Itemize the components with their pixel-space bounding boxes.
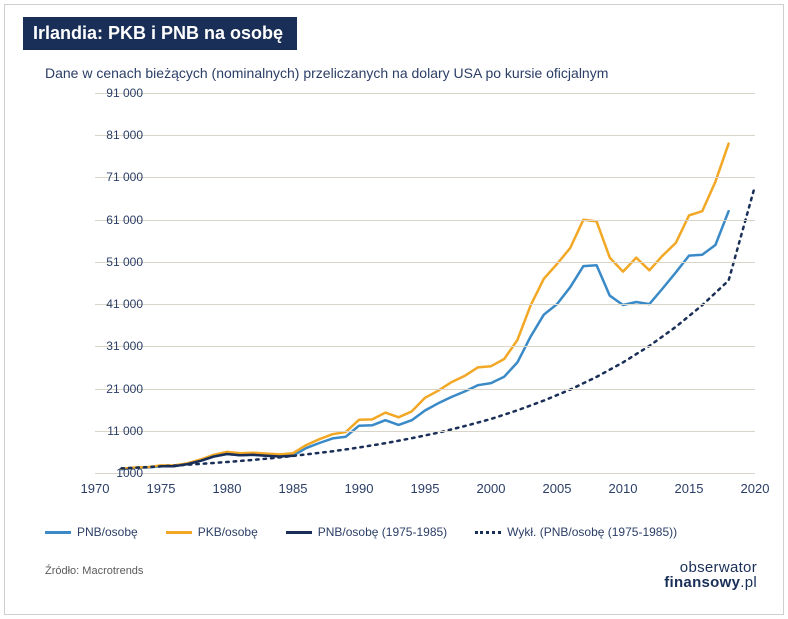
source-text: Źródło: Macrotrends [45, 565, 143, 577]
legend-label: PNB/osobę (1975-1985) [318, 525, 447, 539]
y-axis-label: 51 000 [83, 255, 143, 269]
grid-line [95, 220, 755, 221]
x-axis-label: 2015 [675, 481, 704, 496]
x-axis-label: 2010 [609, 481, 638, 496]
y-axis-label: 1000 [83, 466, 143, 480]
grid-line [95, 346, 755, 347]
x-axis-label: 1980 [213, 481, 242, 496]
x-axis-label: 2020 [741, 481, 770, 496]
y-axis-label: 81 000 [83, 128, 143, 142]
y-axis-label: 21 000 [83, 382, 143, 396]
x-axis-label: 1985 [279, 481, 308, 496]
legend-swatch [166, 531, 192, 534]
grid-line [95, 389, 755, 390]
legend-label: PKB/osobę [198, 525, 258, 539]
chart-area: 1000 11 000 21 000 31 000 41 000 51 000 61 000… [40, 93, 760, 513]
plot-area: 100011 00021 00031 00041 00051 00061 000… [95, 93, 755, 473]
x-axis-label: 1970 [81, 481, 110, 496]
grid-line [95, 431, 755, 432]
y-axis-label: 11 000 [83, 424, 143, 438]
x-axis-label: 1990 [345, 481, 374, 496]
chart-svg [95, 93, 755, 473]
grid-line [95, 304, 755, 305]
x-axis-label: 1995 [411, 481, 440, 496]
y-axis-label: 91 000 [83, 86, 143, 100]
legend-item: PNB/osobę [45, 525, 138, 539]
y-axis-label: 41 000 [83, 297, 143, 311]
chart-subtitle: Dane w cenach bieżących (nominalnych) pr… [45, 65, 608, 81]
grid-line [95, 262, 755, 263]
legend-label: PNB/osobę [77, 525, 138, 539]
y-axis-label: 31 000 [83, 339, 143, 353]
series-trend [121, 186, 755, 469]
legend-swatch [45, 531, 71, 534]
x-axis-label: 2005 [543, 481, 572, 496]
series-pkb [121, 144, 728, 469]
logo-line2: finansowy.pl [664, 575, 757, 590]
legend-swatch [475, 531, 501, 534]
legend-item: Wykł. (PNB/osobę (1975-1985)) [475, 525, 677, 539]
y-axis-label: 61 000 [83, 213, 143, 227]
grid-line [95, 93, 755, 94]
logo-line1: obserwator [664, 560, 757, 575]
grid-line [95, 177, 755, 178]
x-axis-label: 2000 [477, 481, 506, 496]
grid-line [95, 473, 755, 474]
publisher-logo: obserwator finansowy.pl [664, 560, 757, 590]
legend: PNB/osobę PKB/osobę PNB/osobę (1975-1985) W… [45, 525, 677, 539]
legend-item: PKB/osobę [166, 525, 258, 539]
x-axis-label: 1975 [147, 481, 176, 496]
grid-line [95, 135, 755, 136]
page-title: Irlandia: PKB i PNB na osobę [23, 17, 297, 50]
legend-label: Wykł. (PNB/osobę (1975-1985)) [507, 525, 677, 539]
legend-item: PNB/osobę (1975-1985) [286, 525, 447, 539]
chart-frame: Irlandia: PKB i PNB na osobę Dane w cena… [4, 4, 784, 615]
legend-swatch [286, 531, 312, 534]
y-axis-label: 71 000 [83, 170, 143, 184]
